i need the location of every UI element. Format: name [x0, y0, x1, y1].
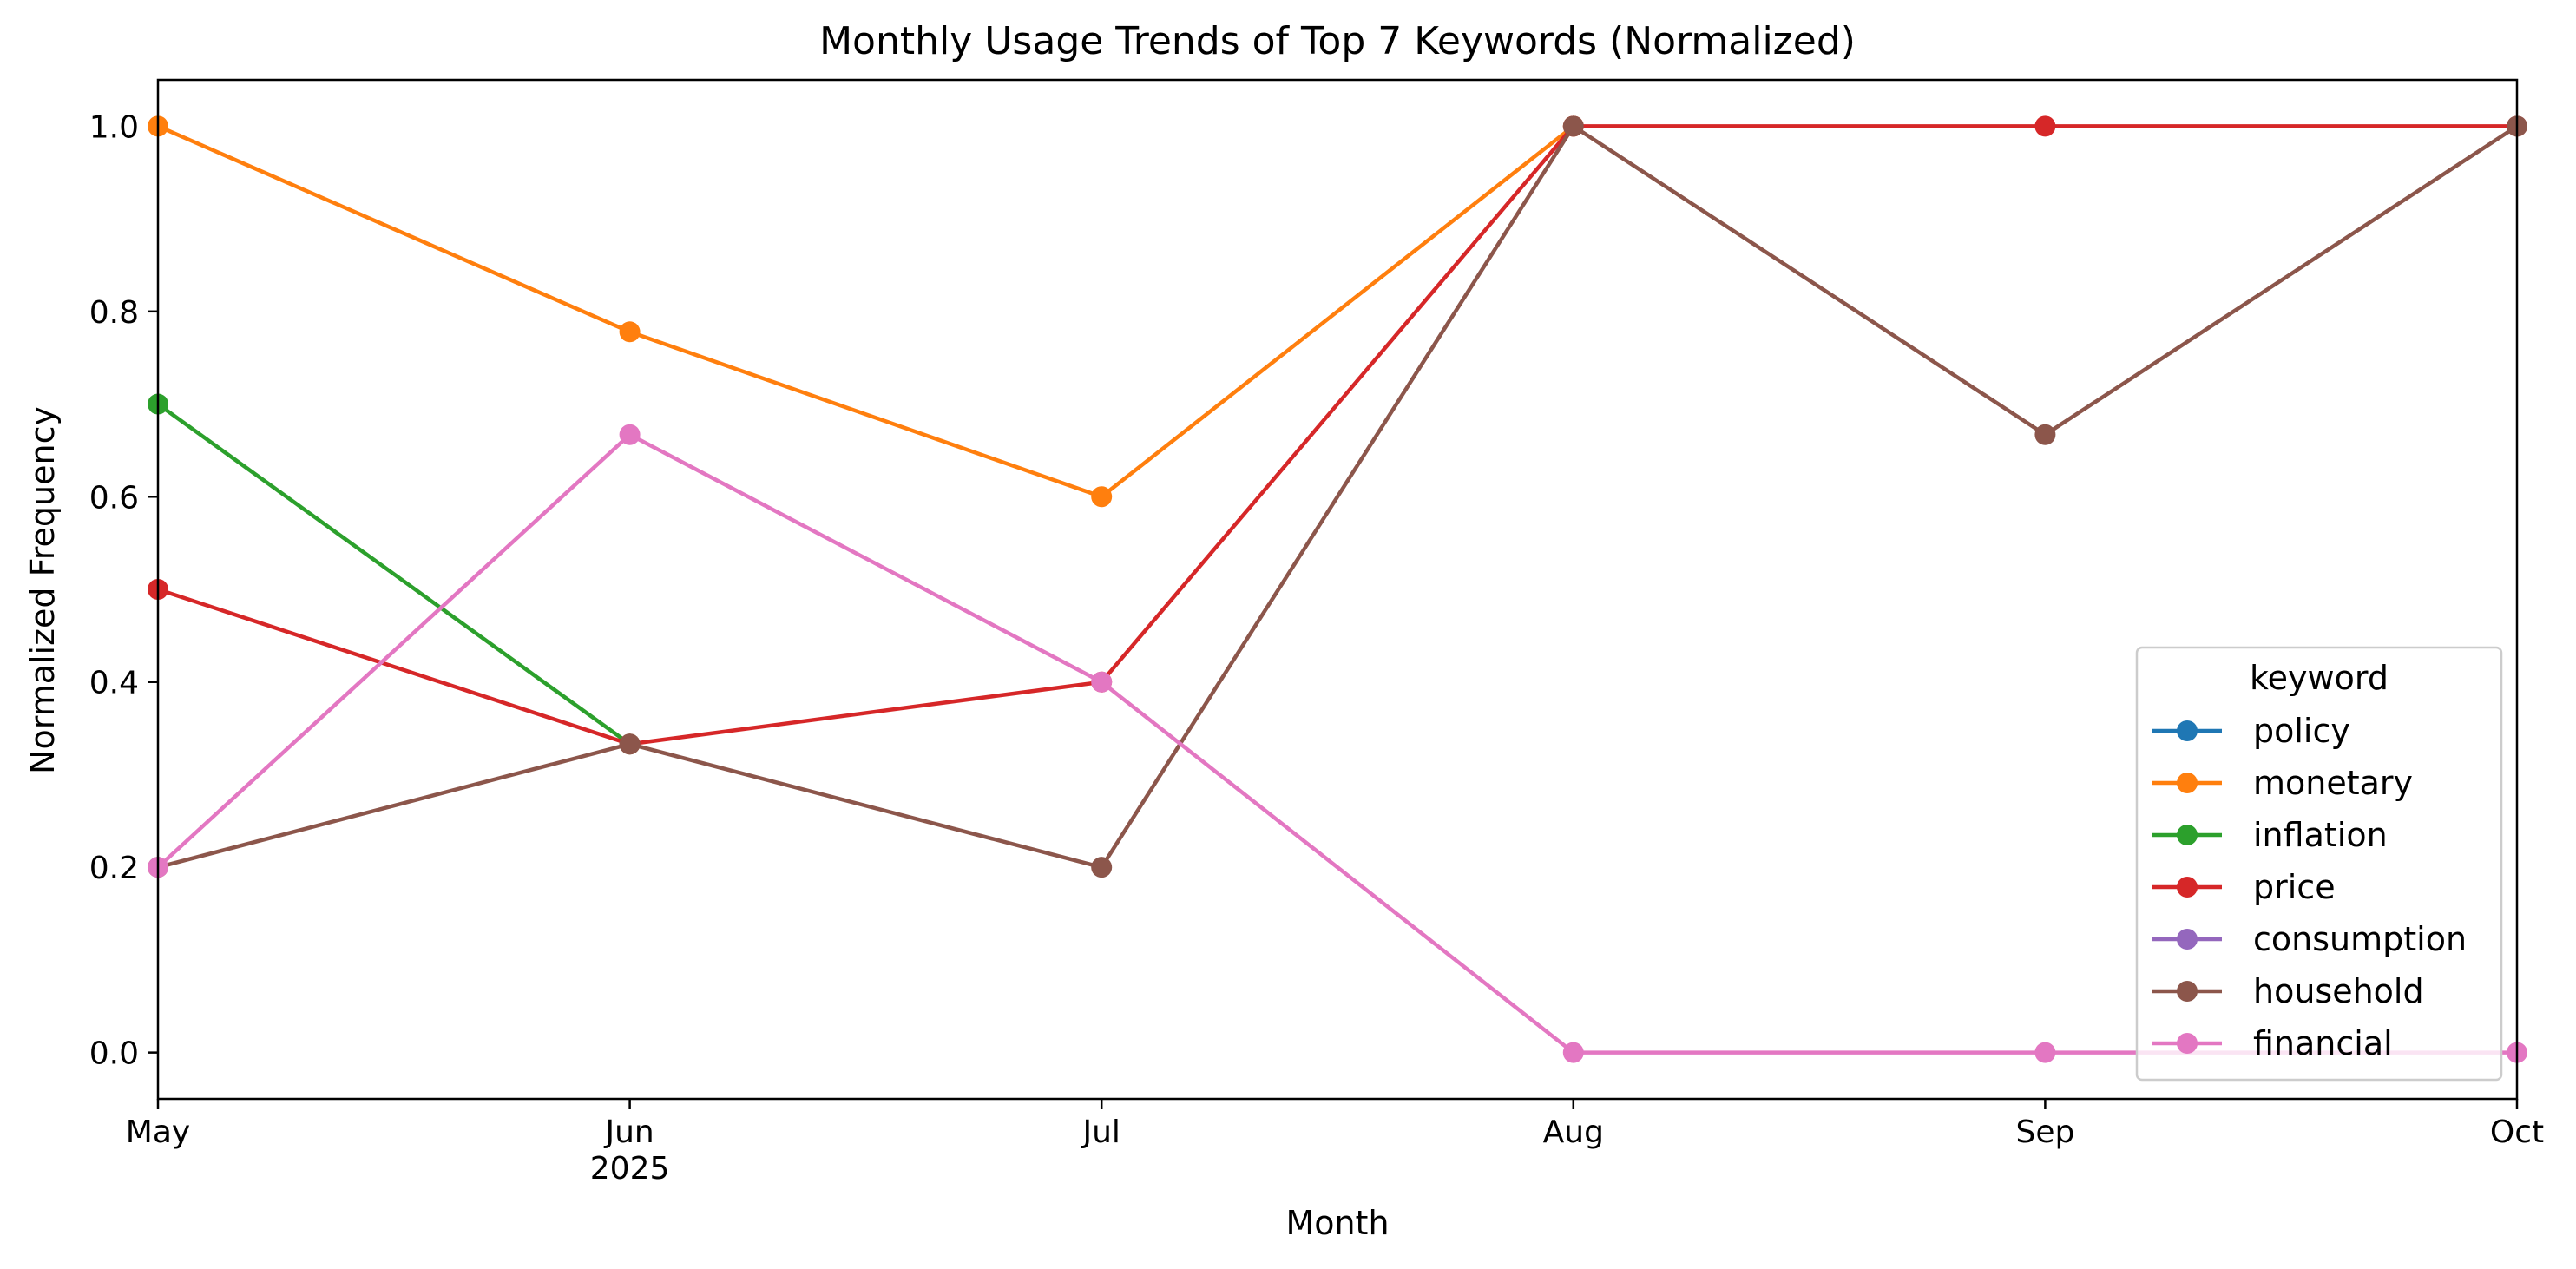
- plot-frame: [156, 78, 2519, 1101]
- x-axis-label: Month: [1285, 1204, 1389, 1242]
- x-tick-label: Oct: [2490, 1114, 2544, 1150]
- legend-marker: [2177, 929, 2198, 950]
- y-tick-label: 0.2: [89, 851, 139, 886]
- series-household: [148, 115, 2527, 878]
- x-tick-label: Jun: [603, 1114, 654, 1150]
- x-year-label: 2025: [590, 1151, 670, 1187]
- legend-marker: [2177, 877, 2198, 898]
- legend-label: price: [2253, 868, 2336, 906]
- legend-marker: [2177, 720, 2198, 741]
- x-tick-label: Jul: [1081, 1114, 1120, 1150]
- legend: keyword policy monetary inflation price consu…: [2135, 646, 2503, 1082]
- series-line-price: [157, 124, 2517, 746]
- data-point-household: [1562, 115, 1584, 137]
- legend-item-price: price: [2152, 868, 2336, 906]
- legend-marker: [2177, 981, 2198, 1002]
- x-tick-label: May: [126, 1114, 190, 1150]
- data-point-monetary: [619, 321, 641, 343]
- data-point-price: [2034, 115, 2056, 137]
- legend-frame: [2135, 646, 2503, 1082]
- legend-marker: [2177, 1033, 2198, 1054]
- legend-item-financial: financial: [2152, 1024, 2393, 1062]
- legend-label: monetary: [2253, 764, 2413, 802]
- x-tick-label: Sep: [2015, 1114, 2074, 1150]
- data-point-household: [1091, 857, 1113, 878]
- series-line-inflation: [156, 402, 631, 746]
- series-line-household: [157, 124, 2519, 870]
- series-financial: [148, 424, 2527, 1063]
- data-point-household: [619, 733, 641, 755]
- y-tick-label: 0.8: [89, 295, 139, 331]
- x-axis: May Jun Jul Aug Sep Oct 2025: [126, 1099, 2544, 1187]
- y-tick-label: 0.6: [89, 480, 139, 516]
- chart-title: Monthly Usage Trends of Top 7 Keywords (…: [819, 19, 1856, 63]
- y-axis-label: Normalized Frequency: [23, 406, 62, 774]
- legend-label: policy: [2253, 712, 2350, 750]
- data-point-financial: [619, 424, 641, 445]
- series-inflation: [148, 393, 641, 755]
- legend-marker: [2177, 825, 2198, 845]
- legend-marker: [2177, 773, 2198, 793]
- legend-title: keyword: [2250, 659, 2389, 697]
- legend-label: consumption: [2253, 920, 2467, 958]
- data-point-financial: [1562, 1042, 1584, 1063]
- legend-item-consumption: consumption: [2152, 920, 2467, 958]
- y-tick-label: 0.4: [89, 666, 139, 701]
- legend-item-household: household: [2152, 972, 2424, 1010]
- legend-label: household: [2253, 972, 2424, 1010]
- x-tick-label: Aug: [1543, 1114, 1604, 1150]
- y-tick-label: 1.0: [89, 109, 139, 145]
- data-point-household: [2034, 424, 2056, 445]
- series-layer: [148, 115, 2527, 1063]
- y-axis: 0.0 0.2 0.4 0.6 0.8 1.0: [89, 109, 158, 1072]
- legend-item-monetary: monetary: [2152, 764, 2413, 802]
- y-tick-label: 0.0: [89, 1036, 139, 1072]
- legend-item-policy: policy: [2152, 712, 2350, 750]
- legend-label: financial: [2253, 1024, 2393, 1062]
- data-point-financial: [2034, 1042, 2056, 1063]
- legend-item-inflation: inflation: [2152, 816, 2388, 854]
- series-line-monetary: [157, 124, 1575, 499]
- series-line-financial: [156, 432, 2517, 1055]
- data-point-monetary: [1091, 486, 1113, 508]
- data-point-financial: [1091, 671, 1113, 693]
- legend-label: inflation: [2253, 816, 2388, 854]
